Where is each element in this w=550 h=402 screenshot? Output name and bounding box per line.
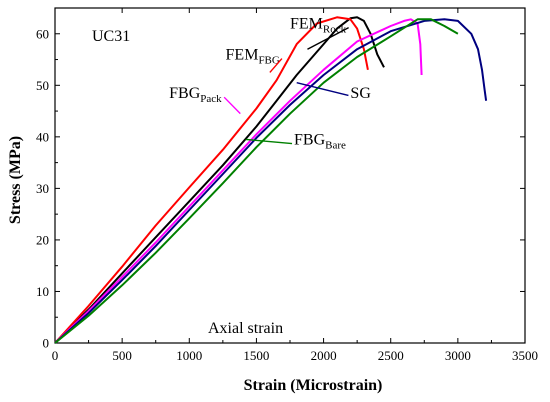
y-tick-label: 0: [43, 336, 50, 351]
series-label-fem-fbg: FEMFBG: [226, 47, 280, 67]
series-label-subscript: Pack: [200, 93, 222, 105]
x-tick-label: 2500: [378, 348, 404, 363]
specimen-annotation: UC31: [92, 28, 130, 45]
series-label-fbg-pack: FBGPack: [169, 85, 222, 105]
axes: [54, 7, 526, 344]
x-tick-label: 500: [112, 348, 132, 363]
x-axis-title: Strain (Microstrain): [244, 377, 383, 394]
y-tick-label: 10: [36, 284, 49, 299]
series-label-subscript: Bare: [325, 140, 346, 152]
leader-line: [245, 138, 293, 145]
y-tick-label: 50: [36, 78, 49, 93]
series-label-subscript: FBG: [258, 55, 279, 67]
series-line-fbg-bare: [54, 18, 459, 344]
series-label-subscript: Rock: [323, 24, 347, 36]
series-label-sg: SG: [350, 85, 371, 102]
leader-line: [307, 26, 349, 50]
y-tick-label: 30: [36, 181, 49, 196]
x-tick-label: 1500: [243, 348, 269, 363]
x-tick-label: 2000: [311, 348, 337, 363]
y-axis-title: Stress (MPa): [7, 136, 24, 224]
series-line-sg: [54, 18, 488, 344]
series-label-fem-rock: FEMRock: [290, 16, 347, 36]
series-label-name: FBG: [294, 132, 326, 149]
series-label-name: SG: [350, 85, 371, 102]
y-tick-label: 40: [36, 129, 49, 144]
plot-frame: [54, 7, 526, 344]
leader-line: [223, 96, 241, 115]
series-label-name: FEM: [226, 47, 259, 64]
leader-line: [296, 82, 349, 97]
series-line-fem-rock: [54, 16, 385, 344]
x-tick-label: 3000: [445, 348, 471, 363]
y-tick-label: 60: [36, 26, 49, 41]
y-tick-label: 20: [36, 232, 49, 247]
series-label-fbg-bare: FBGBare: [294, 132, 346, 152]
series-line-fem-fbg: [54, 16, 369, 344]
series-label-name: FBG: [169, 85, 201, 102]
leader-line: [269, 58, 283, 73]
ticks: 0 500 1000 1500 2000 2500 3000 3500 0 10 20 30 40 50 6…: [36, 7, 538, 363]
series-label-name: FEM: [290, 16, 323, 33]
axial-strain-annotation: Axial strain: [208, 320, 283, 337]
x-tick-label: 0: [52, 348, 59, 363]
x-tick-label: 3500: [512, 348, 538, 363]
x-tick-label: 1000: [176, 348, 202, 363]
